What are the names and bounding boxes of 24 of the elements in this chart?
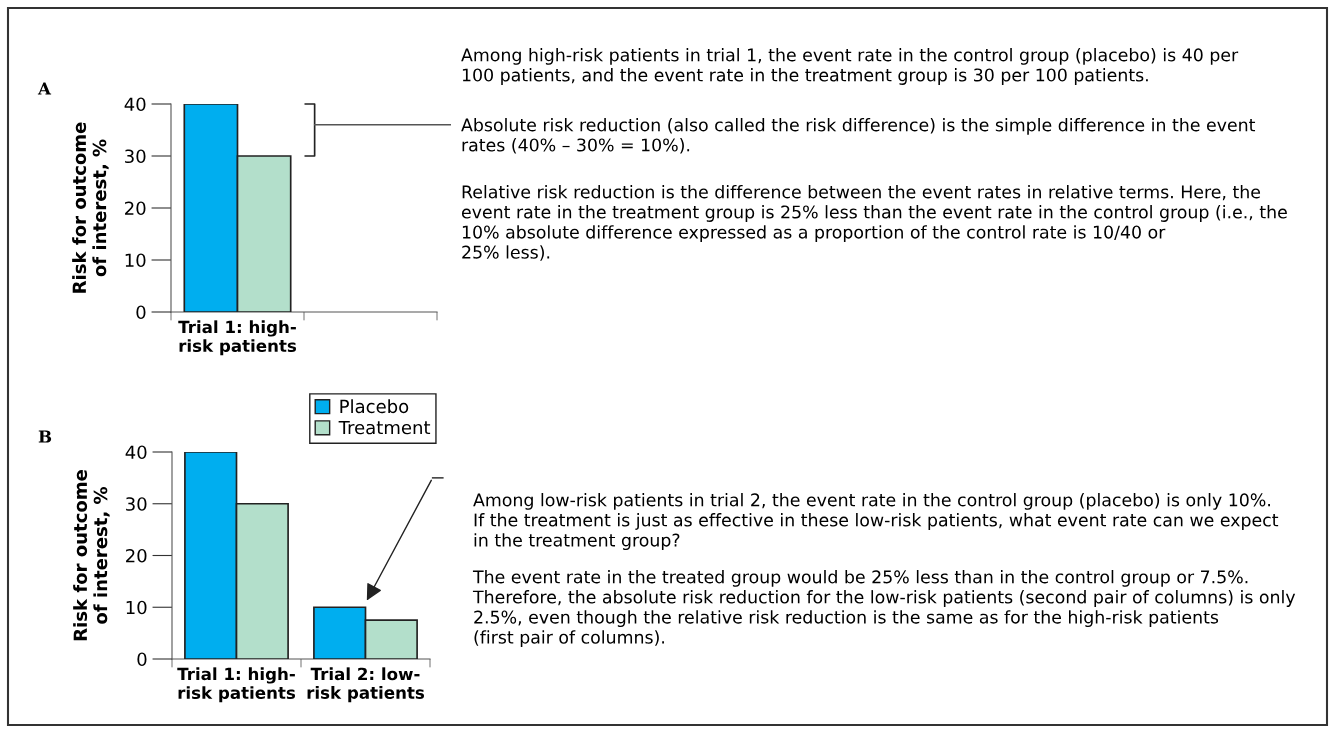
y-tick-label: 30 [126,497,147,511]
text: Among high-risk patients in trial 1, the event rate in the control group (placebo) is 40 per 100 patients, and the event rate in the treatment group is 30 per 100 patients. [461,48,1239,85]
x-tick-label: Trial 2: low- risk patients [307,667,425,703]
legend-label: Treatment [338,420,431,435]
y-tick-label: 20 [125,201,146,216]
x-tick-label: Trial 1: high- risk patients [177,667,296,703]
text: The event rate in the treated group would be 25% less than in the control group or 7.5%. Therefore, the absolute risk reduction for the low-risk patients (second pair of columns) is only 2.5%, even though the relative risk reduction is the same as for the high-risk patients (first pair of columns). [472,570,1296,648]
text: Relative risk reduction is the difference between the event rates in relative terms. Here, the event rate in the treatment group is 25% less than the event rate in the control group (i.e., the 10% absolute difference expressed as a proportion of the control rate is 10/40 or 25% less). [461,185,1287,261]
y-tick-label: 40 [124,97,146,112]
legend-label: Placebo [340,399,409,414]
text: Absolute risk reduction (also called the risk difference) is the simple difference in the event rates (40% – 30% = 10%). [461,118,1256,154]
y-tick-label: 10 [125,253,146,268]
chart-title: A [37,82,52,95]
y-tick-label: 40 [125,445,147,460]
text: Among low-risk patients in trial 2, the event rate in the control group (placebo) is only 10%. If the treatment is just as effective in these low-risk patients, what event rate can we expect in the treatment group? [473,493,1279,550]
y-tick-label: 0 [137,652,147,667]
y-axis-title: Risk for outcome of interest, % [72,122,109,293]
x-tick-label: Trial 1: high- risk patients [178,320,297,356]
y-tick-label: 20 [126,548,147,563]
y-tick-label: 0 [136,305,146,320]
y-tick-label: 10 [126,600,147,615]
chart-title: B [38,430,52,443]
y-tick-label: 30 [125,149,146,164]
y-axis-title: Risk for outcome of interest, % [73,470,110,641]
